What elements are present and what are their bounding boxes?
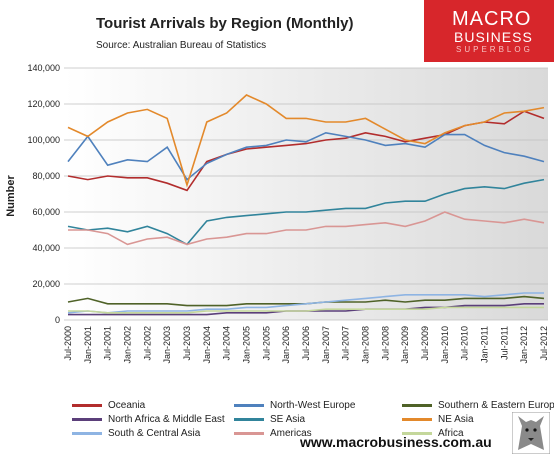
x-tick-label: Jan-2012 xyxy=(519,326,529,364)
logo-line3: SUPERBLOG xyxy=(456,45,533,54)
legend-swatch xyxy=(72,403,102,407)
brand-logo: MACRO BUSINESS SUPERBLOG xyxy=(424,0,554,62)
x-tick-label: Jan-2001 xyxy=(83,326,93,364)
x-tick-label: Jan-2009 xyxy=(400,326,410,364)
x-tick-label: Jan-2004 xyxy=(202,326,212,364)
legend-swatch xyxy=(402,431,432,435)
legend-swatch xyxy=(402,403,432,407)
y-axis-label: Number xyxy=(5,175,17,217)
legend-item: NE Asia xyxy=(402,414,474,425)
x-tick-label: Jan-2011 xyxy=(480,326,490,363)
series-lines xyxy=(67,94,545,316)
wolf-icon xyxy=(512,412,550,454)
series-line-south-central-asia xyxy=(67,292,544,314)
legend-item: Oceania xyxy=(72,400,145,411)
x-tick-label: Jul-2000 xyxy=(63,326,73,361)
x-tick-label: Jan-2003 xyxy=(162,326,172,364)
legend-swatch xyxy=(72,417,102,421)
legend-label: Africa xyxy=(438,428,464,439)
y-tick-label: 140,000 xyxy=(27,63,60,73)
y-tick-label: 20,000 xyxy=(32,279,60,289)
legend-label: Oceania xyxy=(108,400,146,411)
legend-label: Southern & Eastern Europe xyxy=(438,400,554,411)
x-axis-ticks: Jul-2000 Jan-2001 Jul-2001 Jan-2002 Jul-2002… xyxy=(63,326,549,364)
x-tick-label: Jan-2005 xyxy=(242,326,252,364)
x-tick-label: Jul-2009 xyxy=(420,326,430,361)
x-tick-label: Jul-2012 xyxy=(539,326,549,361)
x-tick-label: Jan-2008 xyxy=(361,326,371,364)
y-tick-label: 0 xyxy=(55,315,60,325)
legend-label: Americas xyxy=(270,428,312,439)
x-tick-label: Jul-2010 xyxy=(460,326,470,361)
y-tick-label: 100,000 xyxy=(27,135,60,145)
legend-label: SE Asia xyxy=(270,414,306,425)
legend-item: North Africa & Middle East xyxy=(72,414,225,425)
y-tick-label: 40,000 xyxy=(32,243,60,253)
x-tick-label: Jan-2006 xyxy=(281,326,291,364)
series-line-africa xyxy=(68,306,544,314)
x-tick-label: Jul-2006 xyxy=(301,326,311,361)
chart-source: Source: Australian Bureau of Statistics xyxy=(96,40,266,51)
legend-swatch xyxy=(234,417,264,421)
gridlines xyxy=(64,67,548,321)
y-axis-ticks: 0 20,000 40,000 60,000 80,000 100,000 120,000 1… xyxy=(27,63,60,325)
legend-swatch xyxy=(234,431,264,435)
y-tick-label: 120,000 xyxy=(27,99,60,109)
plot-area xyxy=(64,68,548,320)
series-line-ne-asia xyxy=(67,94,545,188)
legend-label: North Africa & Middle East xyxy=(108,414,225,425)
legend-label: North-West Europe xyxy=(270,400,356,411)
legend-item: Americas xyxy=(234,428,312,439)
series-line-se-asia xyxy=(67,178,545,246)
chart-title: Tourist Arrivals by Region (Monthly) xyxy=(96,15,354,32)
logo-line1: MACRO xyxy=(452,8,532,30)
x-tick-label: Jul-2011 xyxy=(499,326,509,360)
legend-swatch xyxy=(72,431,102,435)
x-tick-label: Jul-2004 xyxy=(222,326,232,361)
x-tick-label: Jan-2002 xyxy=(123,326,133,364)
x-tick-label: Jul-2007 xyxy=(341,326,351,361)
legend-item: Africa xyxy=(402,428,464,439)
y-tick-label: 60,000 xyxy=(32,207,60,217)
legend-item: North-West Europe xyxy=(234,400,355,411)
series-line-americas xyxy=(68,211,545,246)
footer-url[interactable]: www.macrobusiness.com.au xyxy=(300,434,492,450)
legend-label: NE Asia xyxy=(438,414,474,425)
legend-swatch xyxy=(234,403,264,407)
legend-swatch xyxy=(402,417,432,421)
legend-label: South & Central Asia xyxy=(108,428,201,439)
series-line-north-west-europe xyxy=(67,131,545,181)
legend-item: South & Central Asia xyxy=(72,428,200,439)
x-tick-label: Jan-2007 xyxy=(321,326,331,364)
x-tick-label: Jul-2003 xyxy=(182,326,192,361)
x-tick-label: Jul-2001 xyxy=(103,326,113,361)
legend-item: Southern & Eastern Europe xyxy=(402,400,554,411)
x-tick-label: Jul-2008 xyxy=(380,326,390,361)
x-tick-label: Jul-2002 xyxy=(142,326,152,361)
y-tick-label: 80,000 xyxy=(32,171,60,181)
x-tick-label: Jul-2005 xyxy=(261,326,271,361)
x-tick-label: Jan-2010 xyxy=(440,326,450,364)
legend-item: SE Asia xyxy=(234,414,305,425)
logo-line2: BUSINESS xyxy=(454,29,533,45)
